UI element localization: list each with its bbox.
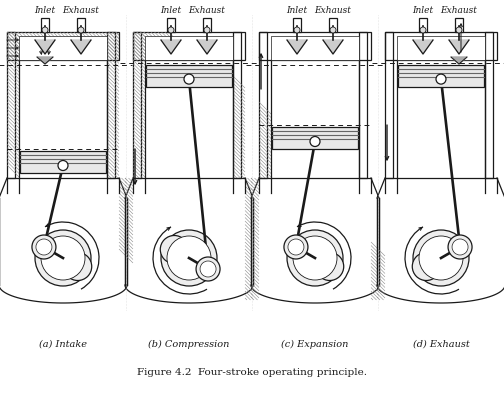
Text: Inlet: Inlet [160, 6, 181, 15]
Circle shape [160, 236, 188, 263]
Bar [145, 36, 233, 60]
Bar [7, 32, 15, 178]
Circle shape [36, 239, 52, 255]
Circle shape [293, 236, 337, 280]
Bar [167, 18, 175, 32]
Polygon shape [35, 40, 55, 54]
Circle shape [204, 27, 210, 33]
Bar [7, 32, 119, 60]
Circle shape [412, 253, 440, 280]
Circle shape [448, 235, 472, 259]
Bar [385, 32, 497, 60]
Bar [259, 32, 371, 60]
Polygon shape [71, 40, 91, 54]
Bar [293, 18, 301, 32]
Circle shape [167, 236, 211, 280]
Circle shape [35, 230, 91, 286]
Polygon shape [287, 40, 307, 54]
Circle shape [413, 230, 469, 286]
Bar [485, 32, 493, 178]
Circle shape [168, 27, 174, 33]
Circle shape [419, 236, 463, 280]
Bar [133, 32, 141, 178]
Bar [233, 32, 241, 178]
Text: Figure 4.2  Four-stroke operating principle.: Figure 4.2 Four-stroke operating princip… [137, 368, 367, 377]
Circle shape [42, 27, 48, 33]
Bar [455, 18, 463, 32]
Bar [419, 18, 427, 32]
Circle shape [200, 261, 216, 277]
Text: Exhaust: Exhaust [188, 6, 225, 15]
Circle shape [436, 74, 446, 84]
Text: (c) Expansion: (c) Expansion [281, 340, 349, 349]
Polygon shape [197, 40, 217, 54]
Text: (a) Intake: (a) Intake [39, 340, 87, 349]
Bar [359, 32, 367, 178]
Circle shape [310, 137, 320, 147]
Circle shape [452, 239, 468, 255]
Circle shape [161, 230, 217, 286]
Circle shape [41, 236, 85, 280]
Polygon shape [451, 57, 467, 64]
Text: Exhaust: Exhaust [62, 6, 99, 15]
Circle shape [288, 239, 304, 255]
Circle shape [78, 27, 84, 33]
Bar [146, 65, 232, 87]
Bar [397, 36, 485, 60]
Circle shape [284, 235, 308, 259]
Circle shape [184, 74, 194, 84]
Text: (d) Exhaust: (d) Exhaust [413, 340, 469, 349]
Bar [77, 18, 85, 32]
Text: Inlet: Inlet [412, 6, 433, 15]
Bar [272, 127, 358, 149]
Polygon shape [323, 40, 343, 54]
Circle shape [330, 27, 336, 33]
Polygon shape [37, 57, 53, 64]
Circle shape [316, 253, 344, 280]
Bar [19, 36, 107, 60]
Polygon shape [413, 40, 433, 54]
Bar [271, 36, 359, 60]
Circle shape [64, 253, 92, 280]
Bar [107, 32, 115, 178]
Circle shape [294, 27, 300, 33]
Bar [133, 32, 245, 60]
Bar [398, 65, 484, 87]
Bar [20, 151, 106, 173]
Text: Inlet: Inlet [34, 6, 55, 15]
Polygon shape [449, 40, 469, 54]
Bar [203, 18, 211, 32]
Polygon shape [161, 40, 181, 54]
Circle shape [196, 257, 220, 281]
Circle shape [287, 230, 343, 286]
Circle shape [58, 160, 68, 171]
Text: Exhaust: Exhaust [440, 6, 477, 15]
Text: Exhaust: Exhaust [314, 6, 351, 15]
Text: Inlet: Inlet [286, 6, 307, 15]
Circle shape [420, 27, 426, 33]
Bar [329, 18, 337, 32]
Text: (b) Compression: (b) Compression [148, 340, 230, 349]
Bar [259, 32, 267, 178]
Circle shape [32, 235, 56, 259]
Circle shape [456, 27, 462, 33]
Bar [385, 32, 393, 178]
Bar [41, 18, 49, 32]
